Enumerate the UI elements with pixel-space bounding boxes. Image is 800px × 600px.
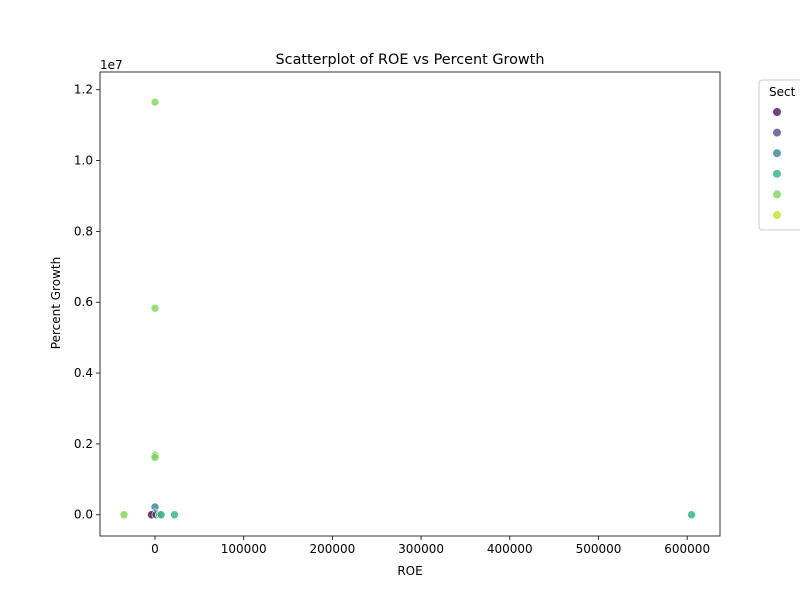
- y-tick-label: 0.2: [74, 437, 93, 451]
- data-point: [156, 510, 166, 520]
- y-offset-text: 1e7: [100, 58, 123, 72]
- legend-marker: [773, 108, 781, 116]
- x-tick-label: 400000: [487, 542, 533, 556]
- y-tick-label: 0.8: [74, 224, 93, 238]
- legend-title: Sect: [769, 85, 796, 99]
- legend-marker: [773, 169, 781, 178]
- chart-title: Scatterplot of ROE vs Percent Growth: [276, 52, 545, 68]
- y-axis-label: Percent Growth: [49, 257, 63, 349]
- x-tick-label: 100000: [221, 542, 267, 556]
- legend-marker: [773, 149, 781, 158]
- data-points: [119, 97, 696, 520]
- data-point: [150, 303, 160, 313]
- data-point: [150, 97, 160, 107]
- x-tick-label: 600000: [664, 542, 710, 556]
- x-tick-label: 200000: [309, 542, 355, 556]
- data-point: [170, 510, 179, 520]
- x-tick-label: 500000: [576, 542, 622, 556]
- x-tick-label: 300000: [398, 542, 444, 556]
- y-axis-ticks: 0.0 0.2 0.4 0.6 0.8 1.0 1.2: [74, 83, 100, 522]
- legend-marker: [773, 128, 781, 137]
- y-tick-label: 1.2: [74, 83, 93, 97]
- y-tick-label: 0.6: [74, 295, 93, 309]
- data-point: [687, 510, 696, 520]
- legend-marker: [773, 211, 781, 219]
- data-point: [150, 453, 160, 462]
- y-tick-label: 0.4: [74, 366, 93, 380]
- x-axis-label: ROE: [397, 564, 422, 578]
- legend-marker: [773, 190, 781, 199]
- x-axis-ticks: 0 100000 200000 300000 400000 500000 600000: [151, 536, 710, 556]
- data-point: [119, 510, 129, 520]
- legend: Sect: [758, 79, 800, 231]
- y-tick-label: 1.0: [74, 154, 93, 168]
- y-tick-label: 0.0: [74, 508, 93, 522]
- x-tick-label: 0: [151, 542, 159, 556]
- plot-area: [99, 71, 721, 537]
